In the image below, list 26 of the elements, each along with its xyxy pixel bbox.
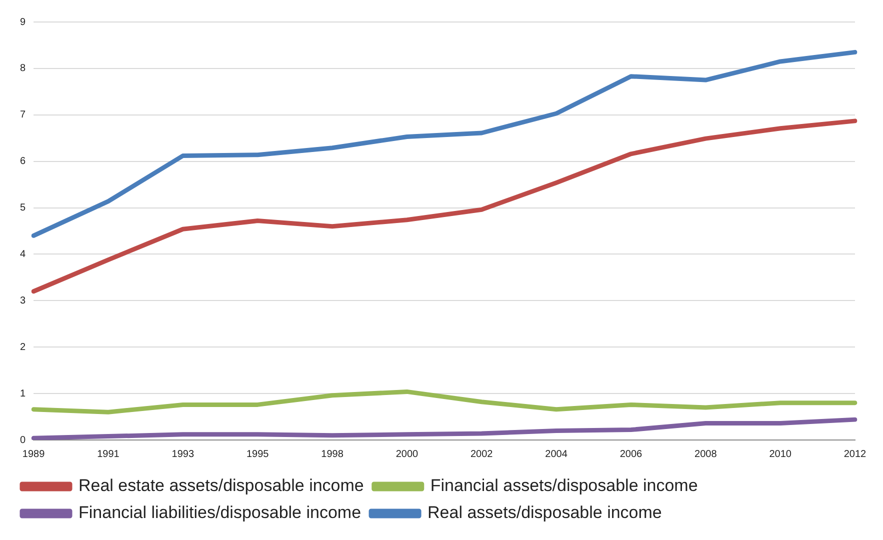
y-tick-label: 7 [20, 110, 26, 121]
y-tick-label: 4 [20, 248, 26, 260]
y-tick-label: 5 [20, 202, 26, 214]
x-tick-label: 2004 [545, 448, 568, 460]
x-tick-label: 1991 [97, 448, 120, 460]
x-tick-label: 2010 [769, 448, 792, 460]
y-tick-label: 1 [20, 388, 26, 400]
legend-label: Real estate assets/disposable income [78, 476, 364, 496]
y-tick-label: 8 [20, 63, 26, 74]
x-tick-label: 2012 [844, 448, 867, 460]
x-tick-label: 1993 [172, 448, 194, 460]
x-tick-label: 2008 [694, 448, 718, 460]
legend-label: Financial assets/disposable income [430, 476, 698, 496]
x-tick-label: 2002 [470, 448, 494, 460]
x-tick-label: 1989 [22, 448, 46, 460]
x-tick-label: 2000 [396, 448, 418, 460]
y-tick-label: 9 [20, 16, 26, 28]
x-tick-label: 2006 [620, 448, 643, 460]
y-tick-label: 0 [20, 434, 26, 446]
x-tick-label: 1995 [246, 448, 270, 460]
y-tick-label: 3 [20, 295, 26, 306]
y-tick-label: 2 [20, 342, 26, 353]
legend-label: Real assets/disposable income [428, 503, 662, 522]
y-tick-label: 6 [20, 156, 26, 168]
legend-label: Financial liabilities/disposable income [78, 503, 362, 522]
x-tick-label: 1998 [321, 448, 344, 460]
